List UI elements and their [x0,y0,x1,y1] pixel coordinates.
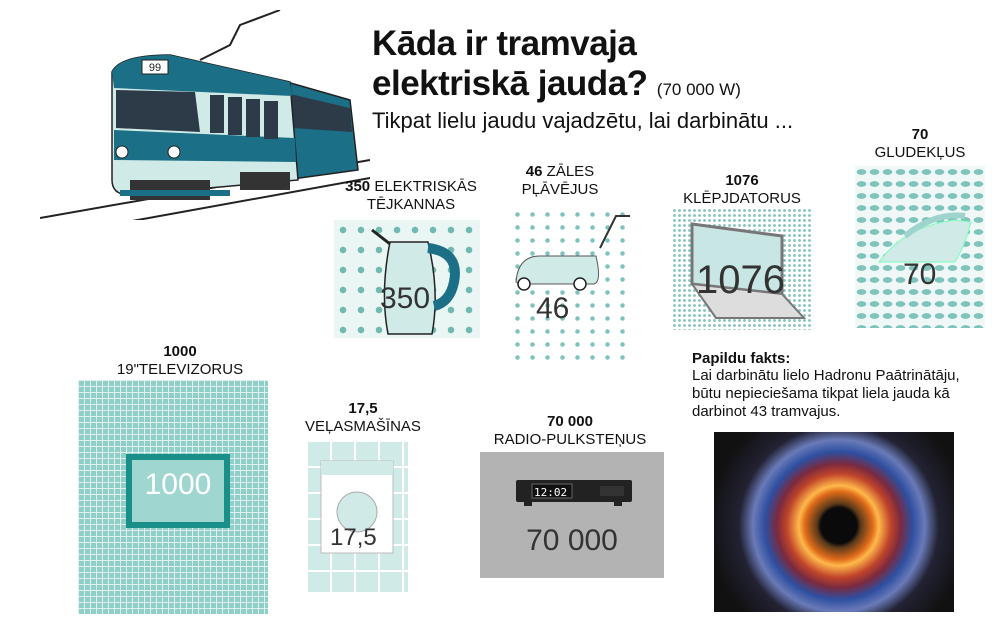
tvs-big-number: 1000 [144,468,212,501]
kettles-label: 350 ELEKTRISKĀS TĒJKANNAS [336,178,486,214]
irons-label: 70 GLUDEKĻUS [860,126,980,162]
washers-big-number: 17,5 [330,524,377,551]
laptops-graphic: 1076 [672,208,812,330]
title-line-1: Kāda ir tramvaja [372,24,637,63]
tvs-text: 19"TELEVIZORUS [116,361,244,378]
kettles-text: ELEKTRISKĀS TĒJKANNAS [366,178,477,213]
laptops-count: 1076 [725,172,759,189]
subtitle: Tikpat lielu jaudu vajadzētu, lai darbin… [372,108,794,133]
tvs-graphic: 1000 [78,380,268,614]
kettle-icon [371,228,460,335]
irons-text: GLUDEKĻUS [874,144,966,161]
kettles-big-number: 350 [380,282,431,315]
page-title: Kāda ir tramvaja elektriskā jauda? (70 0… [372,24,741,110]
mowers-graphic: 46 [510,208,630,368]
iron-icon [878,212,972,263]
fact-title: Papildu fakts: [692,350,791,367]
title-line-2: elektriskā jauda? [372,64,648,103]
tram-number: 99 [149,62,161,74]
mowers-text: ZĀLES PĻĀVĒJUS [521,163,599,198]
tram-illustration: 99 [40,10,370,220]
irons-count: 70 [911,126,929,143]
washers-count: 17,5 [348,400,378,417]
kettles-graphic: 350 [334,220,480,338]
lawn-mower-icon [515,215,630,291]
extra-fact: Papildu fakts: Lai darbinātu lielo Hadro… [692,350,992,421]
mowers-big-number: 46 [536,292,570,325]
title-power: (70 000 W) [656,80,741,99]
tvs-label: 1000 19"TELEVIZORUS [90,343,270,379]
radios-count: 70 000 [547,413,593,430]
kettles-count: 350 [345,178,371,195]
irons-graphic: 70 [855,166,985,328]
tvs-count: 1000 [163,343,197,360]
mowers-label: 46 ZĀLES PĻĀVĒJUS [505,163,615,199]
laptops-label: 1076 KLĒPJDATORUS [672,172,812,208]
radios-text: RADIO-PULKSTEŅUS [493,431,647,448]
fact-line-1: Lai darbinātu lielo Hadronu Paātrinātāju… [692,367,960,384]
washing-machine-icon [320,460,394,554]
radios-graphic: 12:02 70 000 [480,452,664,578]
irons-big-number: 70 [903,258,937,291]
fact-line-3: darbinot 43 tramvajus. [692,403,841,420]
laptop-icon [689,222,806,319]
laptops-big-number: 1076 [696,258,785,302]
radio-clock-icon [516,480,632,506]
radio-display: 12:02 [534,486,568,499]
mowers-count: 46 [525,163,543,180]
washers-text: VEĻASMAŠĪNAS [305,418,421,435]
laptops-text: KLĒPJDATORUS [683,190,801,207]
radios-big-number: 70 000 [526,524,618,557]
fact-line-2: būtu nepieciešama tikpat liela jauda kā [692,385,950,402]
tv-icon [126,454,230,528]
washers-label: 17,5 VEĻASMAŠĪNAS [298,400,428,436]
hadron-collider-image [714,432,954,612]
radios-label: 70 000 RADIO-PULKSTEŅUS [480,413,660,449]
washers-graphic: 17,5 [306,440,408,592]
